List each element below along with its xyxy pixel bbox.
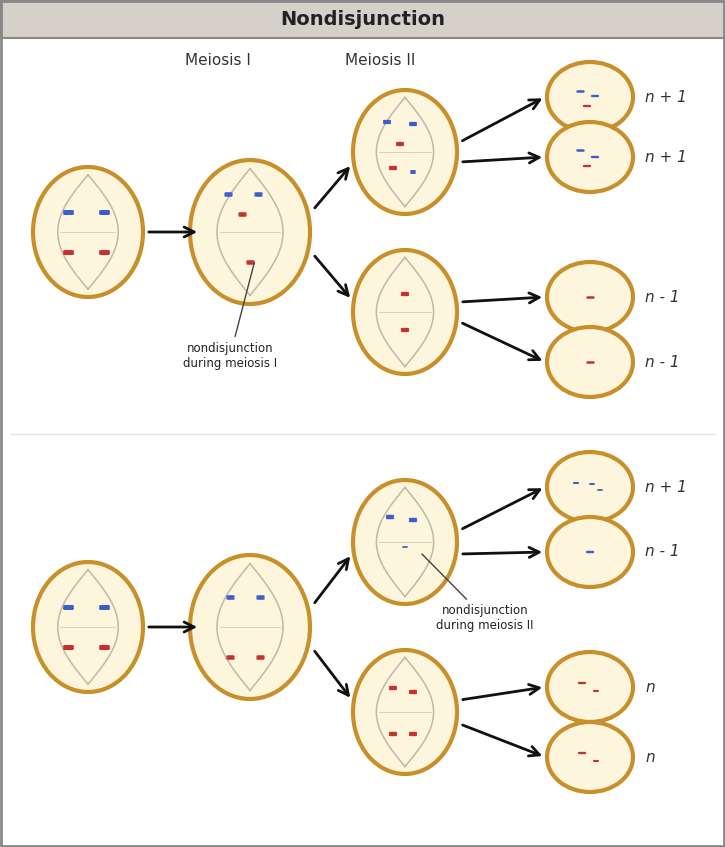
- Ellipse shape: [33, 167, 143, 297]
- Text: n - 1: n - 1: [645, 355, 679, 369]
- Ellipse shape: [353, 90, 457, 214]
- Text: n: n: [645, 750, 655, 765]
- Text: nondisjunction
during meiosis I: nondisjunction during meiosis I: [183, 263, 277, 370]
- Ellipse shape: [547, 122, 633, 192]
- Text: n + 1: n + 1: [645, 90, 687, 104]
- Text: n + 1: n + 1: [645, 150, 687, 164]
- Ellipse shape: [547, 262, 633, 332]
- Ellipse shape: [547, 62, 633, 132]
- Bar: [0, 0, 725, 38]
- Ellipse shape: [547, 452, 633, 522]
- Text: Meiosis I: Meiosis I: [185, 53, 251, 68]
- Text: n - 1: n - 1: [645, 290, 679, 305]
- Ellipse shape: [190, 555, 310, 699]
- Ellipse shape: [33, 562, 143, 692]
- Ellipse shape: [353, 250, 457, 374]
- Ellipse shape: [547, 722, 633, 792]
- Ellipse shape: [353, 650, 457, 774]
- Text: n + 1: n + 1: [645, 479, 687, 495]
- Ellipse shape: [353, 480, 457, 604]
- Ellipse shape: [547, 517, 633, 587]
- Text: n: n: [645, 679, 655, 695]
- Text: n - 1: n - 1: [645, 545, 679, 560]
- Ellipse shape: [190, 160, 310, 304]
- Ellipse shape: [547, 327, 633, 397]
- Text: Nondisjunction: Nondisjunction: [280, 9, 445, 29]
- Text: nondisjunction
during meiosis II: nondisjunction during meiosis II: [422, 554, 534, 632]
- Text: Meiosis II: Meiosis II: [345, 53, 415, 68]
- Ellipse shape: [547, 652, 633, 722]
